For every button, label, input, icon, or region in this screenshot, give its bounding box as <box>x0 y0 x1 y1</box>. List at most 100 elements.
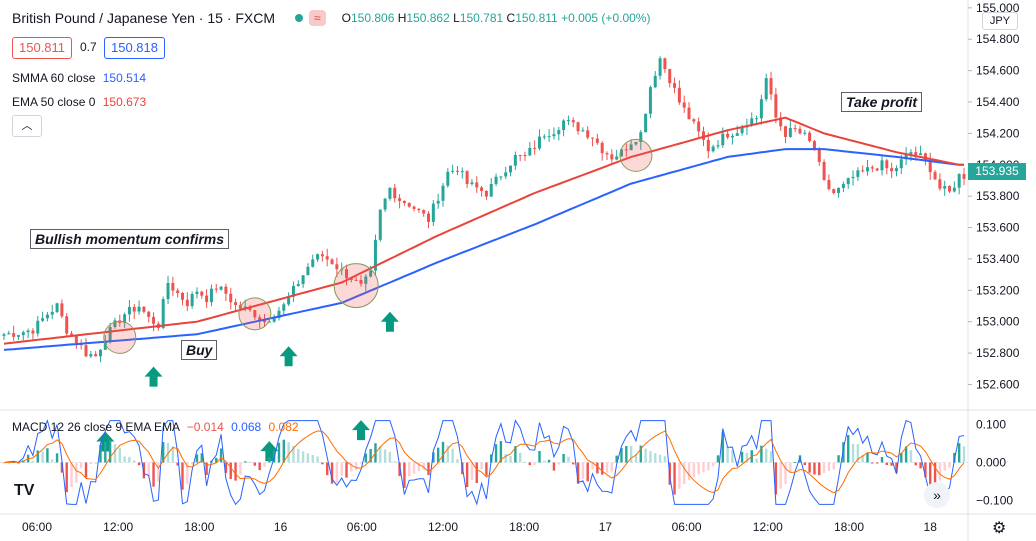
macd-histogram-bar <box>229 462 232 479</box>
signal-circle <box>238 297 272 331</box>
macd-histogram-bar <box>610 462 614 472</box>
macd-histogram-bar <box>629 446 633 463</box>
candle-body <box>948 186 952 192</box>
price-tick-label: 152.600 <box>976 377 1020 391</box>
candle-body <box>730 135 734 138</box>
time-axis-label: 06:00 <box>347 520 377 534</box>
macd-histogram-bar <box>75 462 78 483</box>
wave-icon[interactable]: ≈ <box>309 10 326 26</box>
macd-histogram-bar <box>721 432 724 463</box>
candle-body <box>345 269 349 279</box>
buy-arrow-icon <box>380 311 399 332</box>
macd-histogram-bar <box>350 462 353 472</box>
price-tick-label: 153.400 <box>976 252 1020 266</box>
candle-body <box>923 153 927 161</box>
smma-value: 150.514 <box>102 71 147 85</box>
macd-histogram-bar <box>962 446 966 463</box>
macd-histogram-bar <box>615 455 618 463</box>
last-price-tag: 153.935 <box>968 163 1026 180</box>
scroll-to-realtime-icon[interactable]: » <box>924 482 950 508</box>
macd-histogram-bar <box>562 453 565 463</box>
candle-body <box>784 126 788 137</box>
smma-legend[interactable]: SMMA 60 close 150.514 <box>12 71 147 85</box>
candle-body <box>31 330 35 334</box>
candle-body <box>885 160 889 169</box>
candle-body <box>537 136 541 149</box>
macd-histogram-bar <box>234 462 237 481</box>
candle-body <box>369 270 373 277</box>
candle-body <box>137 306 141 312</box>
signal-circle <box>619 138 653 172</box>
macd-histogram-bar <box>330 462 334 484</box>
candle-body <box>171 282 175 291</box>
candle-body <box>547 136 551 138</box>
macd-histogram-bar <box>200 453 203 463</box>
sell-price-box[interactable]: 150.811 <box>12 37 73 59</box>
currency-dropdown[interactable]: JPY <box>982 12 1018 30</box>
macd-histogram-bar <box>268 457 271 463</box>
macd-histogram-bar <box>36 450 39 463</box>
macd-histogram-bar <box>142 462 146 479</box>
candle-body <box>287 296 291 305</box>
candle-body <box>398 198 402 201</box>
ema-legend[interactable]: EMA 50 close 0 150.673 <box>12 95 147 109</box>
candle-body <box>291 286 295 297</box>
candle-body <box>629 144 633 151</box>
candle-body <box>84 345 88 357</box>
macd-histogram-bar <box>393 461 396 463</box>
candle-body <box>74 335 78 344</box>
candle-body <box>378 209 382 240</box>
macd-histogram-bar <box>639 445 642 463</box>
candle-body <box>504 172 508 177</box>
candle-body <box>219 286 223 290</box>
symbol-title[interactable]: British Pound / Japanese Yen · 15 · FXCM <box>12 10 276 26</box>
collapse-legend-button[interactable]: ︿ <box>12 115 42 137</box>
candle-body <box>205 295 209 303</box>
candle-body <box>282 304 286 311</box>
macd-histogram-bar <box>181 462 184 490</box>
macd-histogram-bar <box>711 462 715 467</box>
macd-histogram-bar <box>890 462 893 466</box>
candle-body <box>383 198 387 210</box>
tradingview-logo-icon[interactable]: TV <box>14 482 35 499</box>
buy-price-box[interactable]: 150.818 <box>104 37 165 59</box>
macd-histogram-bar <box>533 462 536 465</box>
macd-histogram-bar <box>895 462 898 473</box>
candle-body <box>774 94 778 118</box>
macd-histogram-bar <box>581 462 585 480</box>
candle-body <box>619 149 623 157</box>
smma60-line <box>3 148 964 351</box>
macd-histogram-bar <box>731 449 734 463</box>
candle-body <box>349 278 353 280</box>
candle-body <box>919 153 923 156</box>
macd-histogram-bar <box>292 445 295 463</box>
macd-histogram-bar <box>161 441 165 463</box>
candle-body <box>740 127 744 134</box>
macd-legend[interactable]: MACD 12 26 close 9 EMA EMA −0.014 0.068 … <box>12 420 299 434</box>
candle-body <box>803 132 807 134</box>
macd-histogram-bar <box>600 462 604 475</box>
macd-histogram-bar <box>586 462 589 482</box>
candle-body <box>263 320 267 323</box>
macd-histogram-bar <box>55 453 59 463</box>
candle-body <box>528 147 532 156</box>
macd-histogram-bar <box>692 462 696 478</box>
candle-body <box>272 318 276 322</box>
candle-body <box>518 154 522 156</box>
macd-histogram-bar <box>335 462 339 483</box>
candle-body <box>571 120 575 123</box>
candle-body <box>147 311 151 317</box>
macd-histogram-bar <box>538 450 541 463</box>
candle-body <box>788 128 792 137</box>
macd-histogram-bar <box>326 462 329 476</box>
gear-icon[interactable]: ⚙ <box>992 520 1007 537</box>
candle-body <box>316 254 320 260</box>
candle-body <box>634 142 638 145</box>
time-axis-label: 16 <box>274 520 288 534</box>
candle-body <box>615 156 619 160</box>
candle-body <box>581 130 585 132</box>
macd-histogram-bar <box>644 448 647 463</box>
candle-body <box>566 120 570 122</box>
candle-body <box>610 154 614 160</box>
